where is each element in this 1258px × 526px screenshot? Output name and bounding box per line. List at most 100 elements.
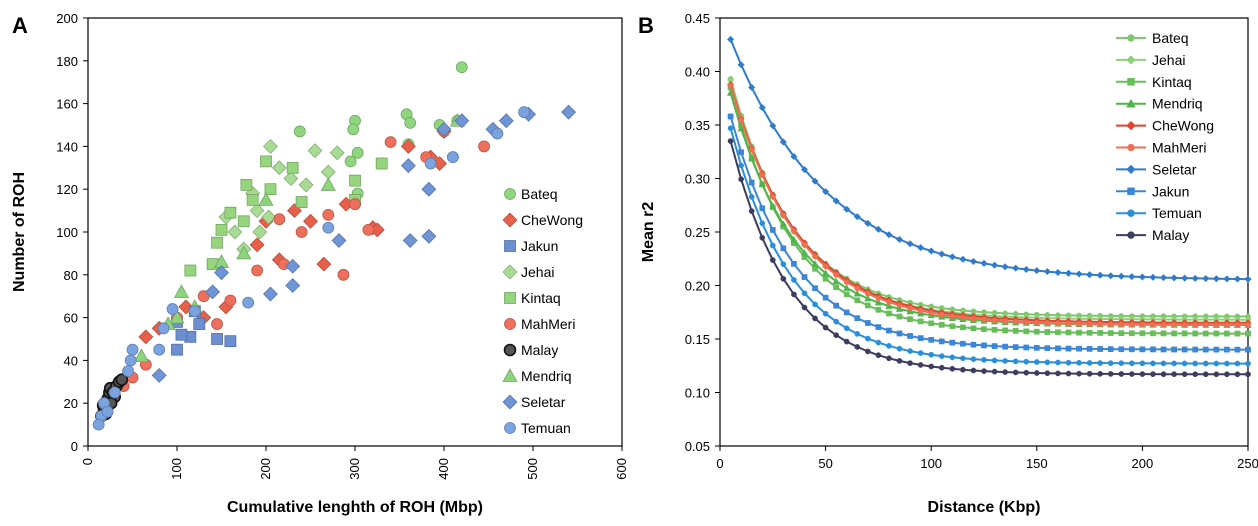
legend-marker [504,240,516,252]
data-point [791,277,797,283]
data-point [949,313,956,319]
data-point [258,192,274,206]
data-point [421,228,437,244]
data-point [758,104,766,112]
data-point [1086,370,1093,377]
data-point [1012,264,1020,272]
y-tick-label: 0.05 [685,439,710,454]
data-point [780,275,787,282]
data-point [285,258,301,274]
data-point [283,171,299,186]
series-mahmeri [727,82,1251,328]
data-point [1181,346,1188,353]
data-point [246,193,259,206]
legend-marker [1127,187,1135,196]
data-point [991,317,998,324]
y-tick-label: 0.40 [685,65,710,80]
data-point [1181,371,1188,378]
data-point [1033,319,1040,326]
data-point [122,365,134,378]
data-point [1044,345,1051,351]
x-tick-label: 400 [436,458,451,480]
x-tick-label: 250 [1237,456,1258,471]
data-point [1150,360,1156,367]
data-point [779,220,788,228]
data-point [1139,321,1146,328]
data-point [1150,321,1156,328]
data-point [779,138,787,146]
data-point [1128,330,1135,337]
y-tick-label: 200 [56,11,78,26]
data-point [1170,274,1178,282]
data-point [1012,328,1019,334]
data-point [329,145,345,161]
data-point [1150,346,1156,353]
data-point [478,140,490,153]
data-point [169,309,185,324]
data-point [737,124,745,132]
data-point [1224,322,1230,328]
data-point [822,275,829,282]
y-tick-label: 100 [56,225,78,240]
data-point [960,324,966,331]
data-point [864,290,871,297]
data-point [875,306,882,313]
data-point [800,249,809,256]
legend-marker [1127,231,1135,239]
legend-marker [503,343,517,357]
data-point [1224,371,1230,378]
data-point [400,158,416,174]
data-point [821,269,830,277]
data-point [224,335,237,348]
data-point [307,143,323,159]
legend-label: Kintaq [521,290,561,306]
data-point [727,82,734,89]
data-point [138,329,154,345]
data-point [273,213,286,226]
data-point [833,272,840,278]
data-point [295,226,308,238]
data-point [1097,360,1104,366]
data-point [980,259,988,268]
data-point [1192,371,1199,378]
data-point [896,358,903,364]
data-point [812,285,818,292]
data-point [780,245,787,252]
data-point [224,206,237,219]
data-point [263,138,278,154]
data-point [885,231,893,239]
x-tick-label: 500 [525,458,540,480]
data-point [801,304,808,311]
data-point [157,322,170,335]
data-point [769,193,776,200]
data-point [1033,370,1040,376]
x-tick-label: 150 [1026,456,1048,471]
data-point [1128,273,1136,281]
data-point [843,205,851,213]
data-point [498,113,514,129]
data-point [949,323,956,330]
data-point [843,338,850,345]
data-point [896,313,903,320]
legend-marker [1126,98,1136,108]
data-point [759,172,766,178]
data-point [1245,322,1251,328]
data-point [969,257,978,266]
data-point [1033,359,1040,365]
data-point [917,350,924,356]
data-point [748,208,755,214]
data-point [833,318,840,325]
data-point [1118,371,1125,377]
data-point [769,227,776,233]
data-point [748,154,756,162]
legend-label: Temuan [521,420,571,436]
data-point [1149,273,1157,281]
data-point [843,284,851,291]
data-point [960,340,966,347]
y-tick-label: 0.20 [685,279,710,294]
data-point [1244,275,1252,283]
data-point [928,351,935,358]
data-point [949,339,956,346]
data-point [1128,321,1135,328]
data-point [1012,344,1019,350]
